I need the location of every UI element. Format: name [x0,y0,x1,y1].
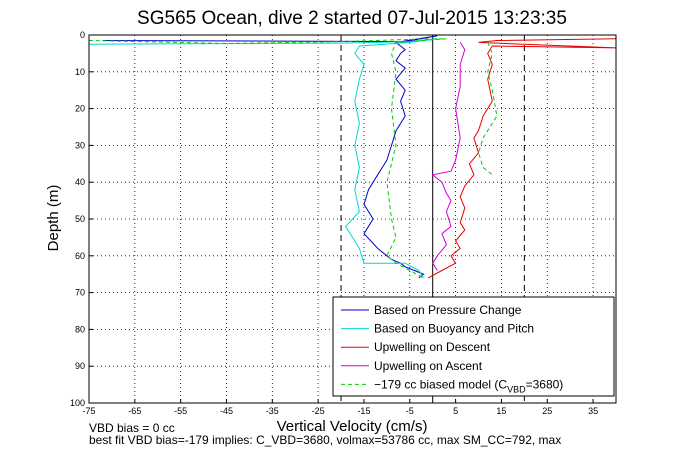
y-tick-label: 20 [75,104,85,114]
legend-label: Based on Pressure Change [374,303,522,317]
x-tick-label: -15 [357,406,370,416]
chart-title: SG565 Ocean, dive 2 started 07-Jul-2015 … [137,8,567,29]
x-tick-label: -45 [220,406,233,416]
legend-label-suffix: =3680) [526,377,564,391]
x-tick-label: -25 [312,406,325,416]
x-tick-label: 5 [453,406,458,416]
x-axis-label: Vertical Velocity (cm/s) [277,418,428,435]
series-line-2 [427,38,616,279]
y-tick-label: 80 [75,324,85,334]
series-line-4 [89,38,447,279]
legend-box [332,296,615,397]
x-tick-label: -5 [406,406,414,416]
y-tick-label: 30 [75,140,85,150]
series-line-1 [89,38,438,279]
legend-label: Upwelling on Ascent [374,359,483,373]
y-tick-label: 70 [75,288,85,298]
series-line-5 [477,42,498,176]
x-tick-label: -55 [174,406,187,416]
y-axis-label: Depth (m) [45,185,62,252]
series-line-0 [102,35,438,279]
legend-label: Based on Buoyancy and Pitch [374,322,534,336]
x-tick-label: -65 [128,406,141,416]
annotation-vbd-bias: VBD bias = 0 cc [89,421,175,435]
legend-label-subscript: VBD [507,384,526,394]
x-tick-label: 15 [496,406,506,416]
plot-frame [88,34,617,404]
x-tick-label: 35 [588,406,598,416]
legend-label: Upwelling on Descent [374,340,491,354]
x-tick-label: -75 [82,406,95,416]
y-tick-label: 100 [70,398,85,408]
x-tick-label: 25 [542,406,552,416]
y-tick-label: 10 [75,67,85,77]
series-line-3 [431,42,466,271]
y-tick-label: 60 [75,251,85,261]
x-tick-label: -35 [266,406,279,416]
y-tick-label: 40 [75,177,85,187]
annotation-best-fit: best fit VBD bias=-179 implies: C_VBD=36… [89,433,561,447]
y-tick-label: 90 [75,361,85,371]
y-tick-label: 0 [80,30,85,40]
y-tick-label: 50 [75,214,85,224]
